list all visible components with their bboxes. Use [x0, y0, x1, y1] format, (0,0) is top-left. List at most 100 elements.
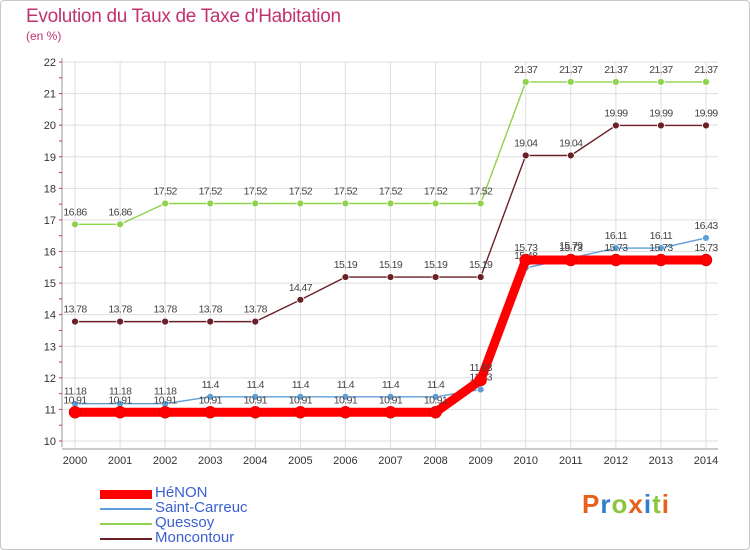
- data-label: 17.52: [289, 185, 313, 197]
- data-point: [206, 199, 215, 208]
- data-point: [566, 77, 575, 86]
- y-tick-label: 21: [44, 89, 56, 101]
- data-point: [339, 406, 352, 419]
- y-tick-label: 10: [44, 436, 56, 448]
- line-chart: 10 11 12 13 14 15 16 17 18 19 20 21 22 2000 2001 2002 20…: [44, 57, 719, 467]
- data-label: 14.47: [289, 282, 313, 294]
- data-label: 13.78: [244, 304, 268, 316]
- data-label: 10.91: [334, 394, 358, 406]
- data-label: 16.86: [63, 206, 87, 218]
- data-label: 10.91: [199, 394, 223, 406]
- data-point: [206, 317, 215, 326]
- data-label: 10.91: [154, 394, 178, 406]
- logo-letter: i: [661, 489, 670, 519]
- x-tick-label: 2013: [649, 455, 673, 467]
- data-label: 19.04: [559, 137, 583, 149]
- logo-letter: r: [600, 489, 612, 519]
- data-point: [341, 199, 350, 208]
- x-tick-label: 2004: [243, 455, 267, 467]
- legend-swatch: [100, 523, 152, 525]
- data-point: [611, 121, 620, 130]
- data-point: [294, 406, 307, 419]
- data-label: 15.19: [379, 259, 403, 271]
- data-label: 15.73: [559, 242, 583, 254]
- data-label: 17.52: [469, 185, 493, 197]
- data-label: 19.99: [649, 107, 673, 119]
- data-label: 11.4: [427, 379, 445, 391]
- data-point: [251, 392, 260, 401]
- legend-swatch: [100, 490, 152, 499]
- data-label: 15.73: [649, 242, 673, 254]
- data-point: [249, 406, 262, 419]
- y-tick-label: 16: [44, 247, 56, 259]
- x-tick-label: 2006: [333, 455, 357, 467]
- data-point: [609, 253, 623, 267]
- x-tick-label: 2000: [63, 455, 87, 467]
- data-label: 17.52: [424, 185, 448, 197]
- data-label: 16.43: [694, 220, 718, 232]
- logo-letter: i: [643, 489, 653, 519]
- y-tick-label: 13: [44, 341, 56, 353]
- data-point: [161, 317, 170, 326]
- data-point: [474, 373, 487, 387]
- legend-label: Saint-Carreuc: [155, 499, 248, 516]
- unit-label: (en %): [26, 29, 62, 43]
- data-label: 11.93: [469, 362, 492, 374]
- data-label: 21.37: [694, 64, 718, 76]
- data-point: [654, 253, 668, 267]
- y-tick-label: 12: [44, 373, 56, 385]
- data-point: [296, 199, 305, 208]
- data-point: [71, 317, 79, 326]
- x-tick-label: 2005: [288, 455, 312, 467]
- chart-title: Evolution du Taux de Taxe d'Habitation: [26, 6, 341, 27]
- legend-label: Moncontour: [155, 529, 235, 546]
- data-point: [519, 253, 532, 267]
- data-point: [386, 199, 395, 208]
- data-point: [657, 121, 665, 130]
- data-point: [431, 199, 440, 208]
- data-label: 16.11: [605, 230, 628, 242]
- data-label: 11.18: [154, 386, 177, 398]
- data-label: 10.91: [63, 394, 87, 406]
- data-point: [251, 199, 260, 208]
- data-label: 10.91: [108, 394, 132, 406]
- data-point: [566, 151, 575, 160]
- data-label: 19.99: [694, 107, 718, 119]
- data-point: [699, 253, 713, 267]
- data-point: [341, 392, 350, 401]
- data-point: [476, 273, 485, 281]
- legend-label: Quessoy: [155, 514, 215, 531]
- data-point: [206, 392, 215, 401]
- y-tick-label: 18: [44, 183, 56, 195]
- x-tick-label: 2014: [694, 455, 718, 467]
- data-label: 21.37: [559, 64, 583, 76]
- data-label: 11.4: [337, 379, 355, 391]
- y-tick-label: 19: [44, 152, 56, 164]
- data-point: [521, 77, 530, 86]
- data-point: [611, 244, 620, 252]
- data-label: 15.73: [514, 242, 538, 254]
- data-label: 13.78: [108, 304, 132, 316]
- data-point: [203, 406, 217, 419]
- proxiti-logo: Proxiti: [582, 489, 670, 520]
- data-point: [429, 406, 442, 419]
- data-point: [251, 317, 260, 326]
- data-label: 10.91: [289, 394, 313, 406]
- data-label: 19.04: [514, 137, 538, 149]
- data-point: [116, 220, 124, 229]
- x-tick-label: 2009: [468, 455, 492, 467]
- data-label: 11.18: [109, 386, 132, 398]
- data-point: [384, 406, 397, 419]
- legend-swatch: [100, 538, 152, 540]
- data-label: 10.91: [424, 394, 448, 406]
- data-point: [476, 199, 485, 208]
- data-point: [113, 406, 127, 419]
- data-point: [702, 77, 710, 86]
- data-point: [71, 220, 79, 229]
- data-label: 13.78: [199, 304, 223, 316]
- legend-swatch: [100, 508, 152, 510]
- data-point: [657, 244, 665, 252]
- data-label: 17.52: [244, 185, 268, 197]
- data-label: 17.52: [154, 185, 178, 197]
- data-label: 11.4: [247, 379, 265, 391]
